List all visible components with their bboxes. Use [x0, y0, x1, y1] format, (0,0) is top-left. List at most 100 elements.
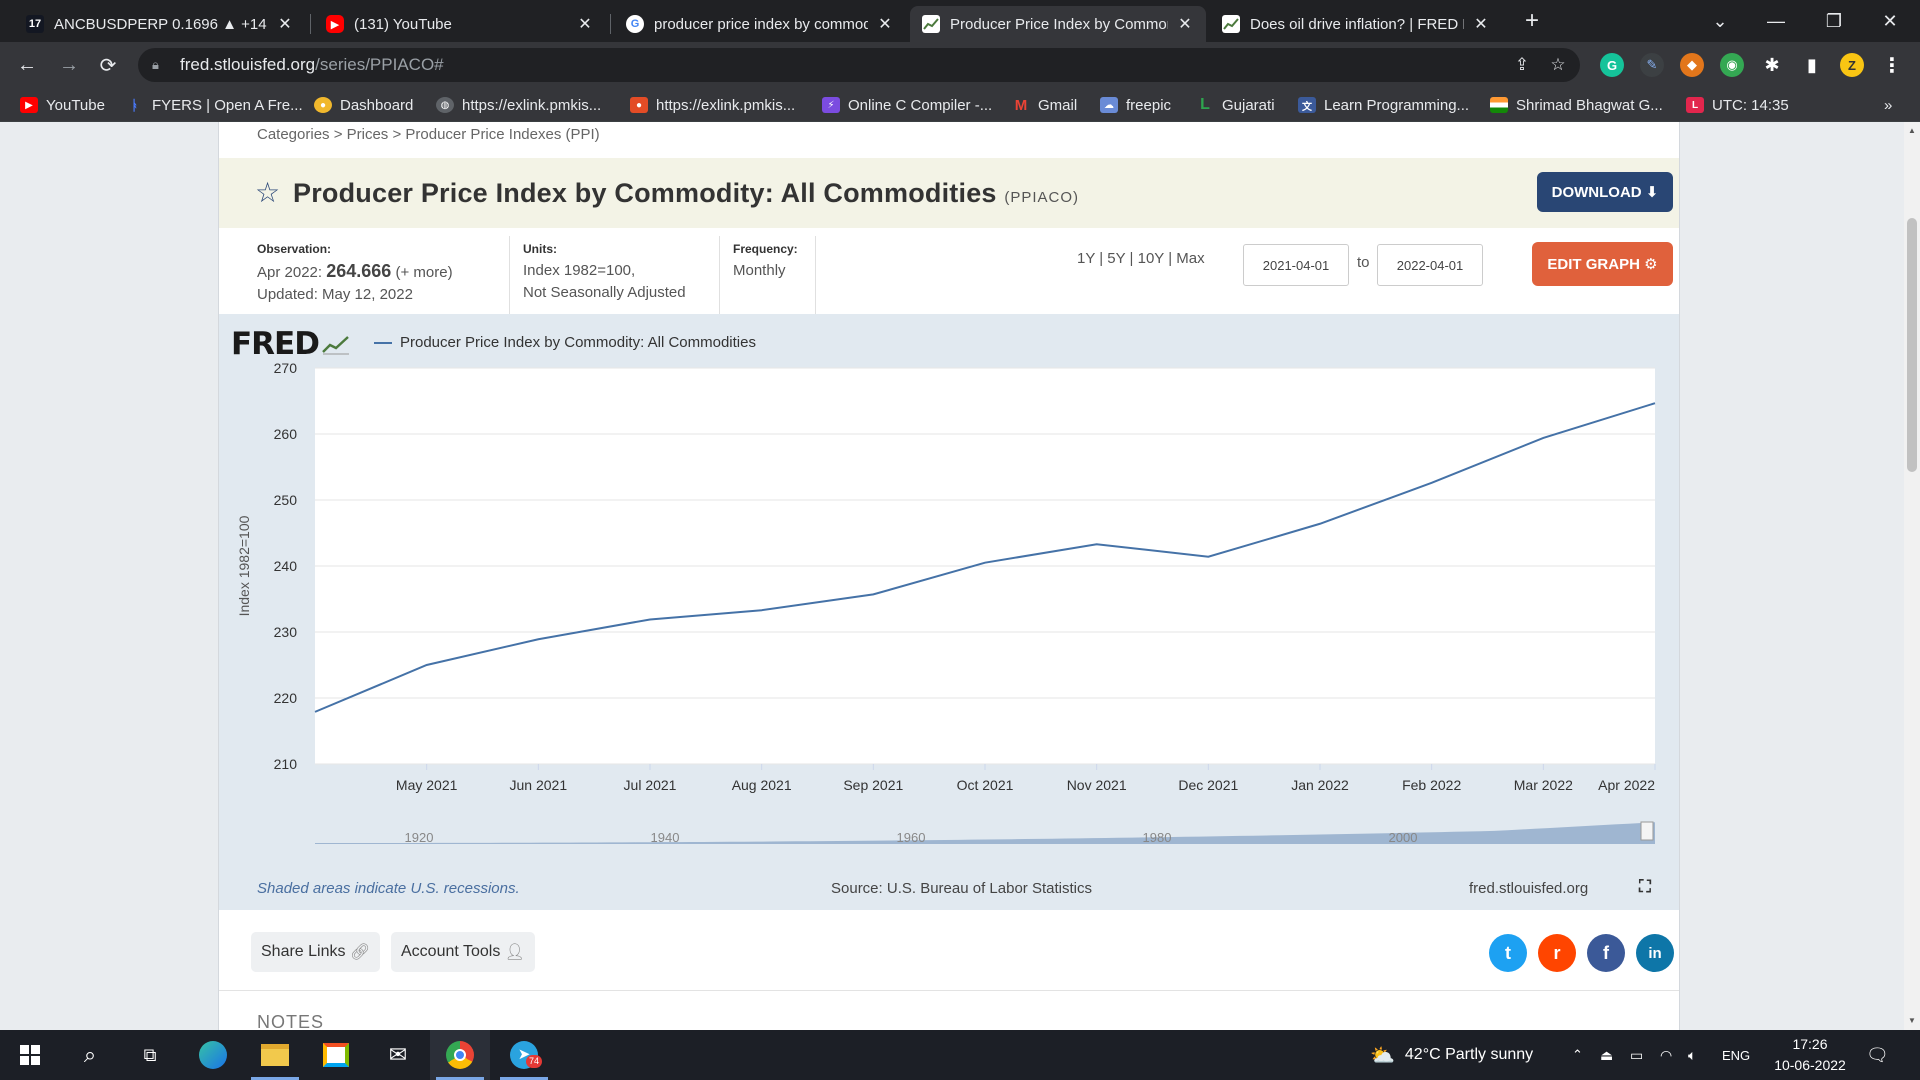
india-flag-icon: [1490, 97, 1508, 113]
window-close-button[interactable]: ✕: [1882, 10, 1898, 31]
bookmark-learn-programming[interactable]: 文 Learn Programming...: [1298, 94, 1469, 116]
fullscreen-icon[interactable]: ⛶: [1639, 877, 1651, 896]
browser-tab-active[interactable]: Producer Price Index by Commor ✕: [910, 6, 1206, 42]
bookmark-compiler[interactable]: ⚡ Online C Compiler -...: [822, 94, 992, 116]
grammarly-icon[interactable]: G: [1600, 53, 1624, 77]
favorite-star-icon[interactable]: ☆: [255, 177, 281, 208]
bookmark-gmail[interactable]: M Gmail: [1012, 94, 1077, 116]
bookmark-exlink-2[interactable]: ● https://exlink.pmkis...: [630, 94, 795, 116]
close-icon[interactable]: ✕: [1178, 16, 1192, 33]
x-tick-label: Sep 2021: [843, 777, 903, 793]
tray-overflow-icon[interactable]: ⌃: [1572, 1047, 1583, 1062]
bookmark-fyers[interactable]: ᚭ FYERS | Open A Fre...: [126, 94, 303, 116]
end-date-input[interactable]: 2022-04-01: [1377, 244, 1483, 286]
tab-search-button[interactable]: ⌄: [1712, 10, 1728, 31]
download-button[interactable]: DOWNLOAD ⬇: [1537, 172, 1673, 212]
page-scrollbar[interactable]: ▲ ▼: [1904, 122, 1920, 1030]
profile-avatar[interactable]: Z: [1840, 53, 1864, 77]
share-links-label: Share Links: [261, 943, 346, 960]
observation-value: 264.666: [326, 261, 392, 281]
address-bar[interactable]: 🔒︎ fred.stlouisfed.org/series/PPIACO# ⇪ …: [138, 48, 1580, 82]
bookmark-exlink-1[interactable]: ◍ https://exlink.pmkis...: [436, 94, 601, 116]
bookmark-bhagwat[interactable]: Shrimad Bhagwat G...: [1490, 94, 1663, 116]
language-indicator[interactable]: ENG: [1722, 1047, 1751, 1063]
new-tab-button[interactable]: +: [1524, 7, 1539, 34]
fred-graph-icon: [922, 15, 940, 33]
y-tick-label: 240: [274, 558, 298, 574]
wifi-icon[interactable]: ◠: [1660, 1046, 1673, 1063]
close-icon[interactable]: ✕: [878, 16, 892, 33]
edit-graph-button[interactable]: EDIT GRAPH ⚙: [1532, 242, 1673, 286]
restore-button[interactable]: ❐: [1825, 10, 1843, 31]
telegram-icon[interactable]: ➤ 74: [494, 1030, 554, 1080]
minimize-button[interactable]: —: [1767, 10, 1785, 31]
fyers-icon: ᚭ: [130, 97, 140, 113]
browser-tab[interactable]: ▶ (131) YouTube ✕: [314, 6, 606, 42]
pen-extension-icon[interactable]: ✎: [1640, 53, 1664, 77]
fred-site-link[interactable]: fred.stlouisfed.org: [1469, 880, 1589, 897]
bookmark-utc[interactable]: L UTC: 14:35: [1686, 94, 1789, 116]
bookmark-label: YouTube: [46, 96, 105, 114]
bookmark-freepic[interactable]: ☁ freepic: [1100, 94, 1171, 116]
color-extension-icon[interactable]: ◉: [1720, 53, 1744, 77]
bookmark-star-icon[interactable]: ☆: [1550, 55, 1566, 74]
y-tick-label: 270: [274, 360, 298, 376]
twitter-icon[interactable]: t: [1489, 934, 1527, 972]
updated-date: Updated: May 12, 2022: [257, 286, 413, 303]
weather-widget[interactable]: ⛅ 42°C Partly sunny: [1370, 1030, 1533, 1080]
pmkisan-icon: ●: [630, 97, 648, 113]
task-view-icon[interactable]: ⧉: [143, 1044, 157, 1065]
extensions-puzzle-icon[interactable]: ✱: [1764, 54, 1780, 75]
scroll-down-arrow[interactable]: ▼: [1908, 1016, 1916, 1025]
linkedin-icon[interactable]: in: [1636, 934, 1674, 972]
browser-tab[interactable]: 17 ANCBUSDPERP 0.1696 ▲ +14.59 ✕: [14, 6, 306, 42]
edge-icon[interactable]: [183, 1030, 243, 1080]
close-icon[interactable]: ✕: [578, 16, 592, 33]
bookmark-gujarati[interactable]: L Gujarati: [1196, 94, 1274, 116]
scroll-up-arrow[interactable]: ▲: [1908, 126, 1916, 135]
file-explorer-icon[interactable]: [245, 1030, 305, 1080]
url-path: /series/PPIACO#: [315, 55, 444, 74]
tab-title: producer price index by commod: [654, 15, 868, 33]
back-button[interactable]: ←: [17, 53, 37, 76]
tab-title: ANCBUSDPERP 0.1696 ▲ +14.59: [54, 15, 268, 33]
bookmark-dashboard[interactable]: ● Dashboard: [314, 94, 413, 116]
to-label: to: [1357, 254, 1370, 271]
reload-button[interactable]: ⟳: [99, 54, 117, 77]
line-chart[interactable]: 210 220 230 240 250 260 270 May 2021 Jun 2021 Jul…: [219, 314, 1679, 910]
x-tick-label: Jan 2022: [1291, 777, 1349, 793]
chrome-icon[interactable]: [430, 1030, 490, 1080]
breadcrumb[interactable]: Categories > Prices > Producer Price Ind…: [257, 126, 600, 143]
usb-icon[interactable]: ⏏: [1600, 1046, 1614, 1063]
scrollbar-thumb[interactable]: [1907, 218, 1917, 472]
battery-icon[interactable]: ▭: [1630, 1046, 1644, 1063]
range-selector[interactable]: 1Y | 5Y | 10Y | Max: [1077, 250, 1205, 267]
reddit-icon[interactable]: r: [1538, 934, 1576, 972]
menu-kebab-icon[interactable]: ⋮: [1882, 54, 1902, 77]
browser-tab[interactable]: G producer price index by commod ✕: [614, 6, 906, 42]
volume-icon[interactable]: 🔈︎: [1688, 1046, 1697, 1063]
microsoft-store-icon[interactable]: [306, 1030, 366, 1080]
bookmark-youtube[interactable]: ▶ YouTube: [20, 94, 105, 116]
windows-start-icon[interactable]: [0, 1030, 60, 1080]
share-links-button[interactable]: Share Links 🔗︎: [251, 932, 381, 972]
start-date-input[interactable]: 2021-04-01: [1243, 244, 1349, 286]
share-icon[interactable]: ⇪: [1514, 55, 1530, 74]
browser-tab[interactable]: Does oil drive inflation? | FRED Bl ✕: [1210, 6, 1502, 42]
youtube-icon: ▶: [326, 15, 344, 33]
metamask-icon[interactable]: ◆: [1680, 53, 1704, 77]
facebook-icon[interactable]: f: [1587, 934, 1625, 972]
side-panel-icon[interactable]: ▮: [1807, 54, 1817, 75]
bookmarks-overflow-button[interactable]: »: [1884, 96, 1893, 114]
search-icon[interactable]: ⌕: [83, 1042, 97, 1067]
youtube-icon: ▶: [20, 97, 38, 113]
more-observations-link[interactable]: (+ more): [395, 264, 453, 281]
close-icon[interactable]: ✕: [278, 16, 292, 33]
account-tools-button[interactable]: Account Tools 👤︎: [391, 932, 536, 972]
mail-icon[interactable]: ✉: [388, 1042, 408, 1067]
taskbar-clock[interactable]: 17:26 10-06-2022: [1768, 1034, 1852, 1076]
source-note[interactable]: Source: U.S. Bureau of Labor Statistics: [831, 880, 1092, 897]
forward-button[interactable]: →: [59, 53, 79, 76]
notification-icon[interactable]: 🗨︎: [1866, 1044, 1889, 1065]
close-icon[interactable]: ✕: [1474, 16, 1488, 33]
